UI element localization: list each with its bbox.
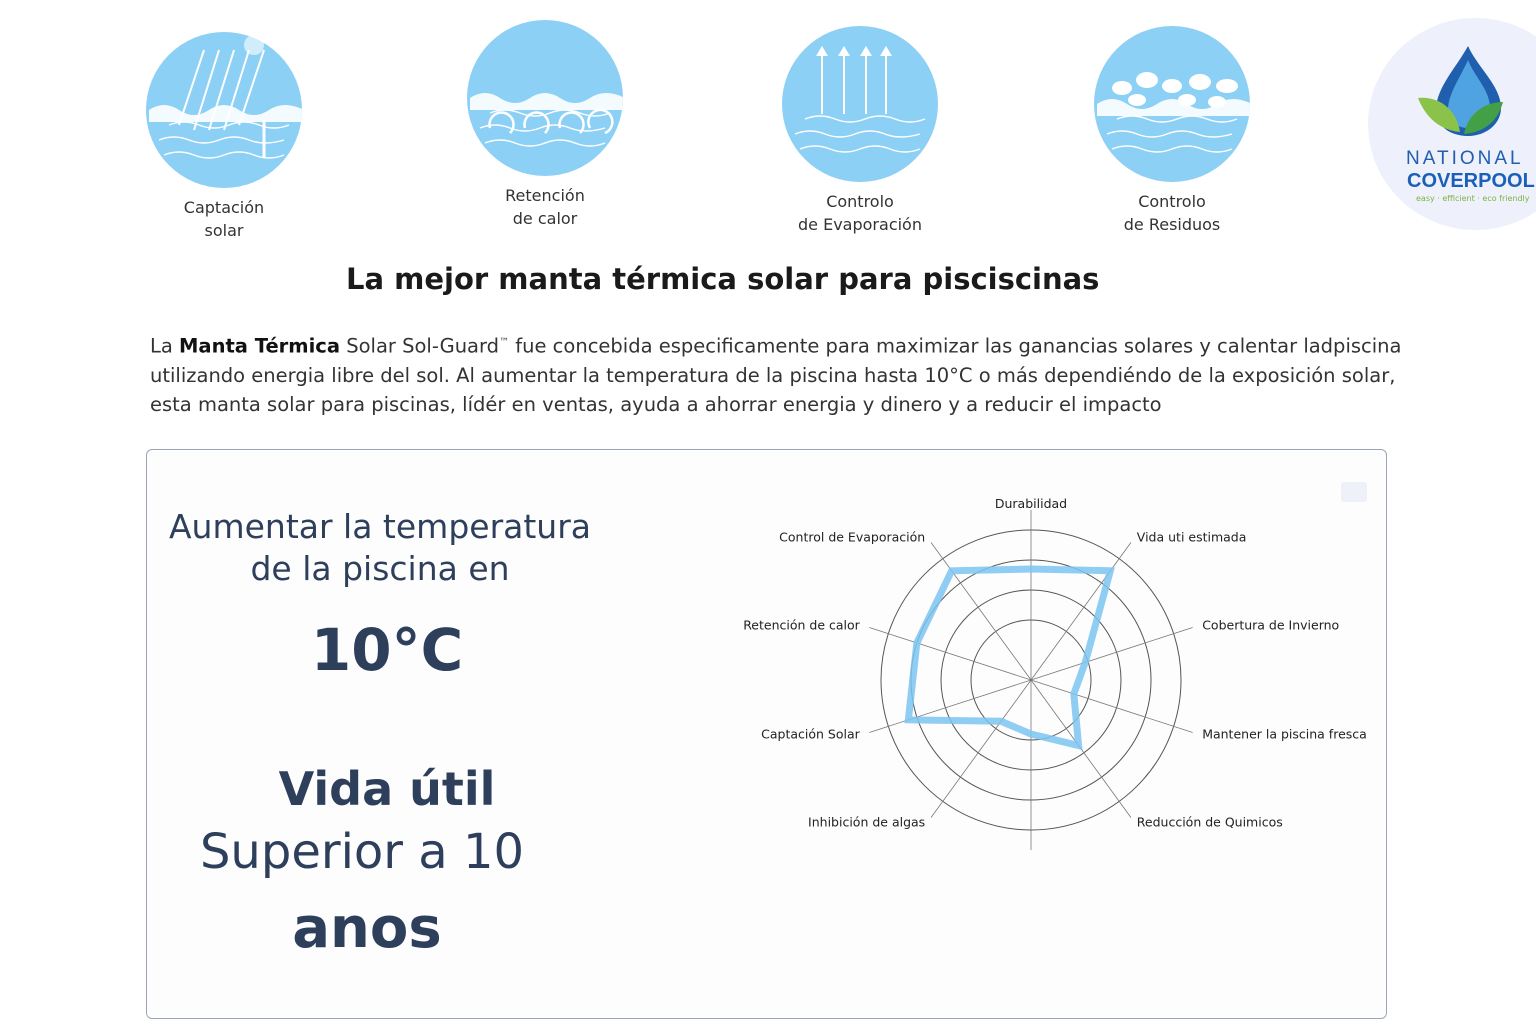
debris-control-icon (1094, 26, 1250, 182)
benefits-card: Aumentar la temperatura de la piscina en … (146, 449, 1387, 1019)
solar-capture-icon (146, 32, 302, 188)
card-corner-button[interactable] (1341, 482, 1367, 502)
feature-4: Controlo de Residuos (1062, 24, 1282, 236)
feature-3: Controlo de Evaporación (750, 24, 970, 236)
logo-tagline: easy · efficient · eco friendly (1416, 194, 1530, 203)
lifespan-title: Vida útil (278, 762, 496, 816)
evaporation-control-icon (782, 26, 938, 182)
logo-text-national: NATIONAL (1406, 148, 1524, 169)
logo-text-coverpool: COVERPOOL (1407, 170, 1535, 192)
feature-label: Captación solar (183, 198, 265, 240)
national-coverpool-logo: NATIONAL COVERPOOL easy · efficient · ec… (1368, 18, 1536, 230)
page-title: La mejor manta térmica solar para piscis… (346, 262, 1100, 296)
intro-paragraph: La Manta Térmica Solar Sol-Guard™ fue co… (150, 334, 1402, 416)
feature-2: Retención de calor (435, 18, 655, 230)
heat-retention-icon (467, 20, 623, 176)
water-drop-leaf-icon (1418, 46, 1503, 136)
temp-value: 10°C (310, 616, 464, 684)
lifespan-unit: anos (292, 896, 442, 961)
lifespan-value: Superior a 10 (199, 824, 525, 880)
feature-label: Controlo de Evaporación (798, 192, 922, 234)
feature-1: Captación solar (114, 30, 334, 242)
feature-label: Controlo de Residuos (1123, 192, 1221, 234)
feature-label: Retención de calor (505, 186, 585, 228)
temp-increase-label: Aumentar la temperatura de la piscina en (168, 507, 592, 588)
